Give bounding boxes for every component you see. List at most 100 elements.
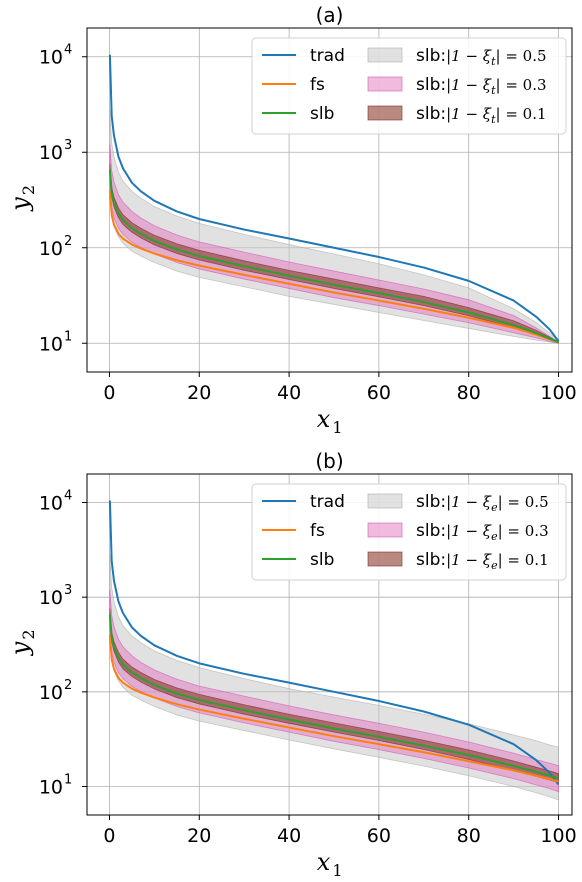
y-tick-label-exp-2: 2	[64, 234, 72, 249]
x-tick-label-100: 100	[540, 825, 576, 847]
legend-label-trad: trad	[310, 46, 345, 66]
x-axis-label: x	[317, 405, 331, 433]
legend-math: |1 − ξ	[446, 551, 492, 569]
legend-label-trad: trad	[310, 492, 345, 512]
x-tick-label-80: 80	[457, 825, 481, 847]
legend-box	[251, 37, 567, 135]
x-tick-label-0: 0	[103, 825, 115, 847]
legend-math-sub: t	[491, 113, 496, 126]
legend-math-sub: e	[491, 501, 498, 514]
legend-label-slb: slb	[310, 104, 334, 124]
legend-math-eq: | =	[498, 551, 525, 569]
legend-math: |1 − ξ	[446, 76, 492, 94]
x-tick-label-60: 60	[367, 382, 391, 404]
legend-value: 0.5	[525, 493, 549, 511]
legend-swatch-band-0.1	[367, 105, 403, 121]
legend-prefix: slb:	[416, 75, 446, 95]
legend-label-band-0.3: slb:|1 − ξt| = 0.3	[416, 75, 547, 97]
y-axis-label-group: y2	[6, 629, 38, 656]
chart-title: (b)	[315, 449, 343, 473]
legend-swatch-band-0.3	[367, 76, 403, 92]
legend-swatch-band-0.5	[367, 493, 403, 509]
x-tick-label-40: 40	[277, 382, 301, 404]
legend-label-slb: slb	[310, 550, 334, 570]
series-line-fs	[108, 190, 559, 343]
x-axis-label: x	[317, 848, 331, 876]
plot-area	[108, 54, 560, 344]
y-axis-label: y	[6, 641, 34, 656]
legend-swatch-band-0.1	[367, 551, 403, 567]
y-tick-label-exp-3: 3	[64, 138, 72, 153]
legend-value: 0.3	[525, 522, 549, 540]
legend-value: 0.3	[523, 76, 547, 94]
legend-math-sub: t	[491, 84, 496, 97]
legend-prefix: slb:	[416, 521, 446, 541]
y-tick-label-base-1: 10	[39, 333, 63, 355]
legend-math-sub: e	[491, 559, 498, 572]
band-0.3	[109, 589, 559, 793]
legend-math: |1 − ξ	[446, 105, 492, 123]
legend-math-sub: e	[491, 530, 498, 543]
y-tick-label-base-1: 10	[39, 777, 63, 799]
legend-prefix: slb:	[416, 104, 446, 124]
legend-prefix: slb:	[416, 492, 446, 512]
legend-math: |1 − ξ	[446, 47, 492, 65]
x-tick-label-20: 20	[187, 825, 211, 847]
legend-value: 0.1	[523, 105, 547, 123]
x-axis-label-sub: 1	[332, 418, 342, 437]
legend-swatch-band-0.5	[367, 47, 403, 63]
y-tick-label-exp-2: 2	[64, 678, 72, 693]
series-line-trad	[108, 54, 560, 342]
x-tick-label-100: 100	[540, 382, 576, 404]
series-line-slb	[108, 614, 559, 780]
legend-value: 0.5	[523, 47, 547, 65]
legend-label-band-0.5: slb:|1 − ξe| = 0.5	[416, 492, 549, 514]
chart-title: (a)	[316, 3, 344, 27]
legend-label-band-0.3: slb:|1 − ξe| = 0.3	[416, 521, 549, 543]
y-tick-label-base-2: 10	[39, 682, 63, 704]
x-tick-label-40: 40	[277, 825, 301, 847]
y-tick-label-exp-3: 3	[64, 583, 72, 598]
series-line-trad	[108, 500, 560, 786]
y-tick-label-exp-4: 4	[64, 488, 72, 503]
y-tick-label-base-4: 10	[39, 492, 63, 514]
x-tick-label-60: 60	[367, 825, 391, 847]
x-tick-label-20: 20	[187, 382, 211, 404]
legend-label-fs: fs	[310, 521, 325, 541]
legend-math-eq: | =	[496, 47, 523, 65]
y-axis-label-sub: 2	[19, 185, 38, 195]
legend-math-sub: t	[491, 55, 496, 68]
legend-math-eq: | =	[496, 105, 523, 123]
legend-prefix: slb:	[416, 46, 446, 66]
band-0.1	[109, 163, 559, 344]
legend-label-band-0.5: slb:|1 − ξt| = 0.5	[416, 46, 547, 68]
y-tick-label-exp-1: 1	[64, 773, 72, 788]
legend-label-band-0.1: slb:|1 − ξt| = 0.1	[416, 104, 547, 126]
legend-box	[251, 483, 567, 581]
y-axis-label-group: y2	[6, 185, 38, 212]
plot-frame	[86, 473, 573, 816]
legend-prefix: slb:	[416, 550, 446, 570]
y-tick-label-base-4: 10	[39, 47, 63, 69]
legend-math: |1 − ξ	[446, 493, 492, 511]
legend-label-band-0.1: slb:|1 − ξe| = 0.1	[416, 550, 549, 572]
legend-math-eq: | =	[496, 76, 523, 94]
band-0.1	[109, 608, 559, 784]
legend-math-eq: | =	[498, 522, 525, 540]
plot-frame	[86, 27, 573, 373]
legend-swatch-band-0.3	[367, 522, 403, 538]
x-axis-label-sub: 1	[332, 861, 342, 880]
y-tick-label-base-2: 10	[39, 238, 63, 260]
y-tick-label-exp-4: 4	[64, 43, 72, 58]
y-axis-label: y	[6, 197, 34, 212]
y-tick-label-base-3: 10	[39, 142, 63, 164]
y-tick-label-exp-1: 1	[64, 329, 72, 344]
legend-label-fs: fs	[310, 75, 325, 95]
y-tick-label-base-3: 10	[39, 587, 63, 609]
series-line-fs	[108, 634, 559, 783]
